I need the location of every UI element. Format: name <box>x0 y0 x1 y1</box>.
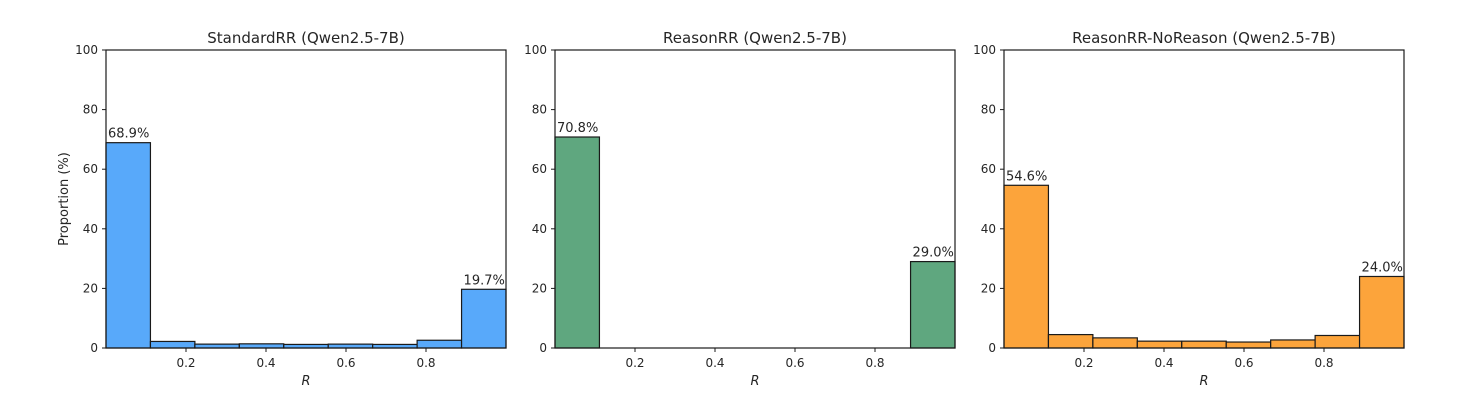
x-tick-label: 0.8 <box>416 356 435 370</box>
histogram-bar <box>238 343 285 349</box>
histogram-bar <box>1136 340 1183 349</box>
y-tick-label: 80 <box>532 103 547 117</box>
y-tick-label: 20 <box>83 281 98 295</box>
plot-frame <box>105 49 507 349</box>
x-tick-label: 0.6 <box>336 356 355 370</box>
y-tick-label: 0 <box>90 341 98 355</box>
histogram-bar <box>1003 184 1050 349</box>
chart-panel-1: 68.9% 19.7% 0 20 40 60 80 100 0.2 0.4 0.6 0.8 Standa… <box>57 29 507 389</box>
x-tick-label: 0.4 <box>705 356 724 370</box>
chart-title: ReasonRR (Qwen2.5-7B) <box>663 29 847 47</box>
y-tick-label: 80 <box>83 103 98 117</box>
y-tick-label: 60 <box>532 162 547 176</box>
x-tick-label: 0.8 <box>865 356 884 370</box>
y-tick-label: 60 <box>83 162 98 176</box>
y-tick-label: 40 <box>532 222 547 236</box>
histogram-bar <box>1270 339 1316 349</box>
histogram-bar <box>554 136 601 349</box>
y-tick-label: 80 <box>981 103 996 117</box>
histogram-bar <box>1181 340 1227 349</box>
y-tick-label: 100 <box>524 43 547 57</box>
bar-value-label: 68.9% <box>108 127 149 142</box>
histogram-bar <box>909 260 956 349</box>
y-tick-label: 40 <box>83 222 98 236</box>
x-axis-label: R <box>750 374 759 389</box>
histogram-bar <box>149 340 196 349</box>
chart-panel-2: 70.8% 29.0% 0 20 40 60 80 100 0.2 0.4 0.6 0.8 Reason… <box>524 29 956 389</box>
x-tick-label: 0.4 <box>256 356 275 370</box>
y-tick-label: 0 <box>988 341 996 355</box>
x-tick-label: 0.6 <box>1234 356 1253 370</box>
bar-value-label: 54.6% <box>1006 169 1047 184</box>
histogram-bar <box>1358 275 1405 349</box>
y-tick-label: 100 <box>973 43 996 57</box>
bar-value-label: 70.8% <box>557 121 598 136</box>
bar-value-label: 29.0% <box>913 246 954 261</box>
y-tick-label: 20 <box>532 281 547 295</box>
histogram-bar <box>460 288 507 349</box>
chart-panel-3: 54.6% 24.0% 0 20 40 60 80 100 0.2 0.4 0.6 0.8 Reason… <box>973 29 1405 389</box>
chart-title: StandardRR (Qwen2.5-7B) <box>207 29 404 47</box>
x-axis-label: R <box>1199 374 1208 389</box>
chart-title: ReasonRR-NoReason (Qwen2.5-7B) <box>1072 29 1336 47</box>
histogram-bar <box>1092 337 1138 349</box>
x-tick-label: 0.2 <box>625 356 644 370</box>
histogram-bar <box>1047 333 1094 349</box>
histogram-bar <box>105 142 152 349</box>
histogram-bar <box>416 339 463 349</box>
plot-frame <box>554 49 956 349</box>
y-tick-label: 0 <box>539 341 547 355</box>
x-tick-label: 0.8 <box>1314 356 1333 370</box>
bar-value-label: 19.7% <box>464 273 505 288</box>
y-tick-label: 40 <box>981 222 996 236</box>
x-tick-label: 0.2 <box>1074 356 1093 370</box>
y-tick-label: 60 <box>981 162 996 176</box>
x-axis-label: R <box>301 374 310 389</box>
bar-value-label: 24.0% <box>1362 260 1403 275</box>
histogram-bar <box>1314 334 1361 349</box>
plot-frame <box>1003 49 1405 349</box>
x-tick-label: 0.2 <box>176 356 195 370</box>
x-tick-label: 0.4 <box>1154 356 1173 370</box>
x-tick-label: 0.6 <box>785 356 804 370</box>
y-axis-label: Proportion (%) <box>57 152 72 246</box>
histogram-bar <box>1225 341 1272 349</box>
y-tick-label: 100 <box>75 43 98 57</box>
y-tick-label: 20 <box>981 281 996 295</box>
